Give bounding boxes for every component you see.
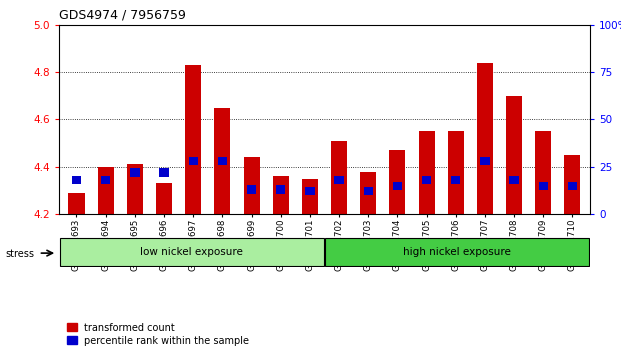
Bar — [451, 176, 460, 184]
Bar — [506, 96, 522, 214]
Bar — [422, 176, 431, 184]
Bar — [480, 157, 489, 165]
Bar — [360, 172, 376, 214]
Text: GDS4974 / 7956759: GDS4974 / 7956759 — [59, 9, 186, 22]
Bar — [331, 141, 347, 214]
Bar — [389, 150, 406, 214]
Bar — [363, 187, 373, 195]
Bar — [72, 176, 81, 184]
Bar — [156, 183, 172, 214]
Legend: transformed count, percentile rank within the sample: transformed count, percentile rank withi… — [67, 323, 250, 346]
Bar — [305, 187, 315, 195]
Bar — [538, 182, 548, 190]
Bar — [214, 108, 230, 214]
Bar — [243, 157, 260, 214]
Bar — [392, 182, 402, 190]
Bar — [448, 131, 464, 214]
Bar — [160, 168, 169, 177]
Bar — [127, 165, 143, 214]
FancyBboxPatch shape — [325, 238, 589, 266]
Bar — [218, 157, 227, 165]
Bar — [276, 185, 286, 194]
Bar — [535, 131, 551, 214]
Bar — [130, 168, 140, 177]
Bar — [477, 63, 493, 214]
Bar — [273, 176, 289, 214]
Bar — [101, 176, 111, 184]
Bar — [564, 155, 581, 214]
Text: high nickel exposure: high nickel exposure — [403, 247, 511, 257]
Bar — [247, 185, 256, 194]
Bar — [419, 131, 435, 214]
Bar — [334, 176, 344, 184]
Bar — [302, 179, 318, 214]
Bar — [568, 182, 577, 190]
Text: low nickel exposure: low nickel exposure — [140, 247, 243, 257]
FancyBboxPatch shape — [60, 238, 324, 266]
Bar — [185, 65, 201, 214]
Text: stress: stress — [5, 249, 34, 259]
Bar — [509, 176, 519, 184]
Bar — [189, 157, 198, 165]
Bar — [97, 167, 114, 214]
Bar — [68, 193, 84, 214]
